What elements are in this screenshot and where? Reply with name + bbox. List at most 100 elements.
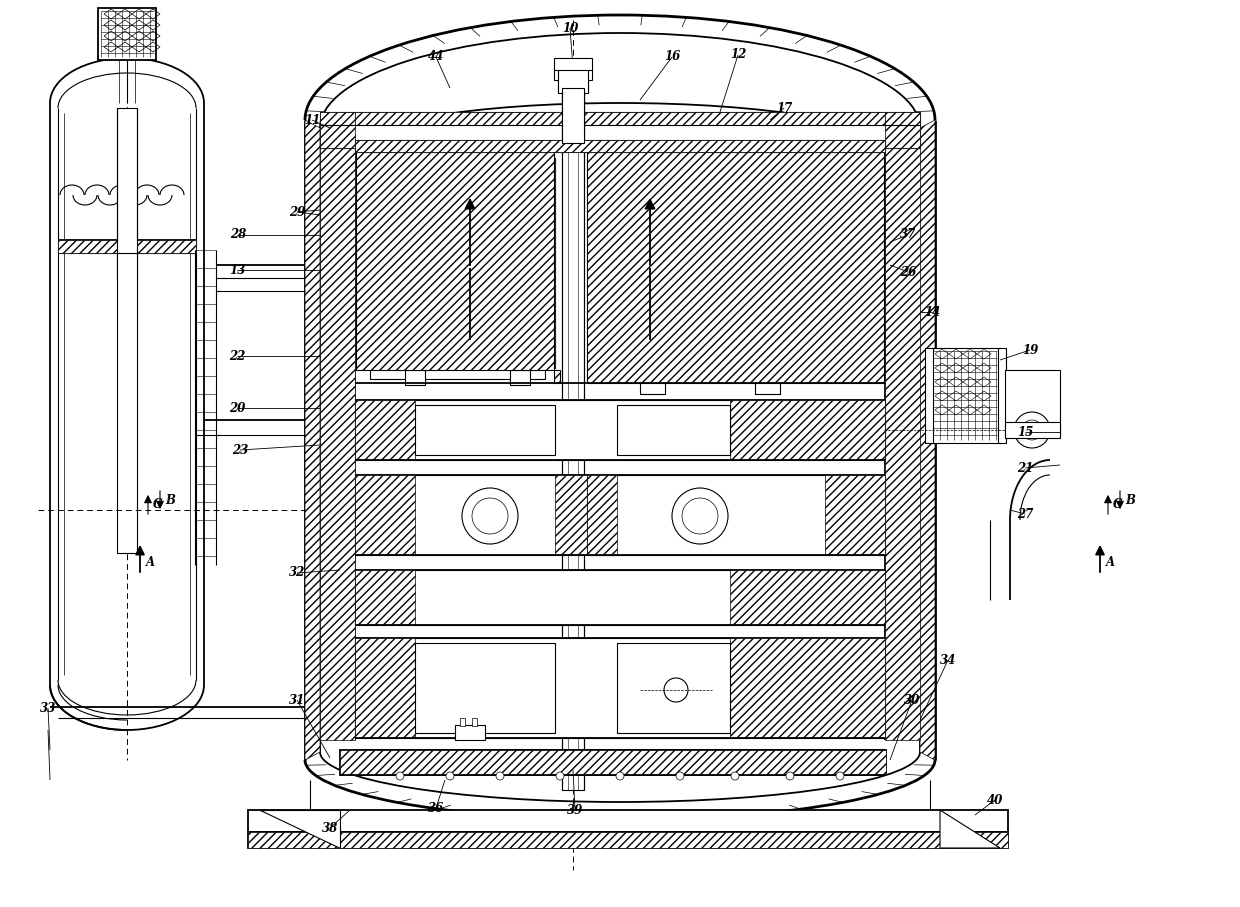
- Polygon shape: [356, 147, 560, 383]
- Text: 33: 33: [40, 701, 56, 715]
- Text: 20: 20: [229, 402, 246, 414]
- Polygon shape: [355, 638, 415, 738]
- Bar: [562, 88, 584, 143]
- Circle shape: [396, 772, 404, 780]
- Text: 16: 16: [663, 51, 680, 63]
- Text: 15: 15: [1017, 425, 1033, 438]
- Circle shape: [1014, 412, 1050, 448]
- Circle shape: [446, 772, 454, 780]
- Bar: [510, 370, 529, 385]
- Text: 31: 31: [289, 694, 305, 707]
- Polygon shape: [587, 475, 618, 555]
- Bar: [398, 178, 526, 346]
- Circle shape: [556, 772, 564, 780]
- Polygon shape: [355, 475, 415, 555]
- Polygon shape: [320, 148, 355, 740]
- Bar: [1004, 370, 1060, 435]
- Text: 40: 40: [987, 794, 1003, 806]
- Text: 13: 13: [229, 264, 246, 277]
- Text: 38: 38: [322, 822, 339, 834]
- Bar: [642, 170, 805, 220]
- Bar: [355, 638, 885, 738]
- Bar: [340, 750, 887, 775]
- Text: 12: 12: [730, 48, 746, 62]
- Text: 44: 44: [428, 51, 444, 63]
- Bar: [558, 68, 588, 93]
- Polygon shape: [885, 148, 920, 740]
- Text: A: A: [1105, 555, 1115, 569]
- Text: C: C: [1114, 499, 1122, 512]
- Bar: [618, 405, 730, 455]
- Polygon shape: [556, 475, 615, 555]
- Bar: [1004, 422, 1060, 438]
- Text: 23: 23: [232, 444, 248, 456]
- Polygon shape: [355, 140, 885, 152]
- Text: 11: 11: [304, 113, 320, 126]
- Text: 34: 34: [940, 654, 956, 667]
- Polygon shape: [730, 638, 885, 738]
- Text: C: C: [154, 499, 162, 512]
- Text: 17: 17: [776, 102, 792, 114]
- Text: 22: 22: [229, 349, 246, 363]
- Text: A: A: [145, 555, 155, 569]
- Text: 29: 29: [289, 206, 305, 219]
- Polygon shape: [618, 158, 642, 368]
- Bar: [554, 58, 591, 70]
- Polygon shape: [320, 112, 355, 148]
- Text: 10: 10: [562, 22, 578, 34]
- Circle shape: [472, 498, 508, 534]
- Bar: [642, 306, 805, 356]
- Circle shape: [732, 772, 739, 780]
- Polygon shape: [360, 158, 384, 368]
- Bar: [384, 165, 534, 355]
- Bar: [640, 380, 665, 394]
- Bar: [370, 155, 546, 169]
- Text: 36: 36: [428, 802, 444, 814]
- Text: 27: 27: [1017, 508, 1033, 521]
- Bar: [355, 475, 615, 555]
- Bar: [618, 148, 830, 160]
- Bar: [248, 832, 1008, 848]
- Polygon shape: [248, 832, 1008, 848]
- Circle shape: [496, 772, 503, 780]
- Bar: [472, 718, 477, 726]
- Bar: [558, 78, 588, 92]
- Polygon shape: [355, 112, 885, 125]
- Text: 30: 30: [904, 694, 920, 707]
- Bar: [355, 400, 885, 460]
- Bar: [360, 158, 556, 368]
- Bar: [98, 8, 156, 60]
- Bar: [925, 348, 932, 443]
- Bar: [415, 643, 556, 733]
- Polygon shape: [305, 120, 320, 760]
- Bar: [355, 570, 885, 625]
- Circle shape: [676, 772, 684, 780]
- Text: B: B: [165, 493, 175, 506]
- Polygon shape: [587, 147, 884, 383]
- Bar: [405, 370, 425, 385]
- Text: 19: 19: [1022, 344, 1038, 356]
- Circle shape: [672, 488, 728, 544]
- Bar: [355, 140, 885, 152]
- Bar: [562, 90, 584, 790]
- Bar: [320, 112, 920, 148]
- Bar: [117, 108, 136, 278]
- Polygon shape: [940, 810, 999, 848]
- Text: 28: 28: [229, 229, 246, 241]
- Polygon shape: [825, 475, 885, 555]
- Text: 26: 26: [900, 266, 916, 278]
- Text: 21: 21: [1017, 462, 1033, 474]
- Bar: [554, 68, 591, 80]
- Polygon shape: [920, 120, 935, 760]
- Polygon shape: [805, 158, 830, 368]
- Bar: [930, 348, 999, 443]
- Text: 14: 14: [924, 306, 940, 318]
- Text: 32: 32: [289, 567, 305, 580]
- Polygon shape: [355, 570, 415, 625]
- Bar: [117, 253, 136, 553]
- Bar: [415, 405, 556, 455]
- Circle shape: [682, 498, 718, 534]
- Polygon shape: [355, 400, 415, 460]
- Circle shape: [616, 772, 624, 780]
- Bar: [248, 810, 1008, 832]
